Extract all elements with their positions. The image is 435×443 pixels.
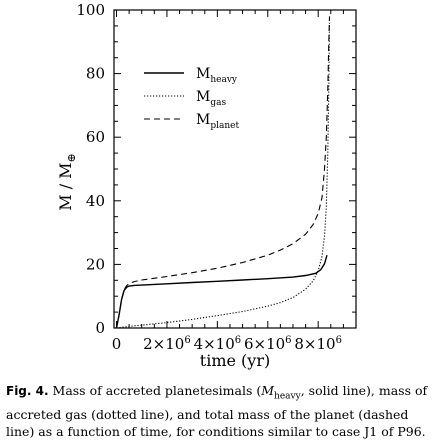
x-tick-label: 2×106 <box>143 335 191 353</box>
svg-text:M / M⊕: M / M⊕ <box>56 153 78 211</box>
x-tick-label: 8×106 <box>294 335 342 353</box>
y-axis-title-main: M / M <box>56 162 75 210</box>
caption-label: Fig. 4. <box>6 384 49 398</box>
caption-text-2: , solid line), mass of accreted gas (dot… <box>6 383 428 439</box>
y-axis-title: M / M⊕ <box>56 153 78 211</box>
legend-label-heavy: Mheavy <box>196 66 238 85</box>
x-tick-label: 6×106 <box>244 335 292 353</box>
legend-label-gas: Mgas <box>196 89 226 108</box>
y-tick-label: 0 <box>95 319 105 337</box>
data-lines <box>115 16 331 329</box>
y-tick-label: 20 <box>86 255 105 273</box>
y-tick-label: 60 <box>86 128 105 146</box>
legend-label-planet: Mplanet <box>196 112 239 131</box>
axis-tick-labels: 0 20 40 60 80 100 0 2×106 4×106 6×106 8×106 <box>76 1 342 353</box>
axis-ticks <box>114 9 357 329</box>
caption-variable: M <box>261 383 275 398</box>
series-line-planet <box>115 16 331 329</box>
x-tick-label: 4×106 <box>194 335 242 353</box>
y-tick-label: 100 <box>76 1 105 19</box>
caption-text-1: Mass of accreted planetesimals ( <box>48 383 262 398</box>
x-axis-title: time (yr) <box>200 351 270 370</box>
x-tick-label: 0 <box>112 335 122 353</box>
series-line-gas <box>116 22 331 329</box>
y-axis-title-subscript: ⊕ <box>65 153 78 162</box>
chart-plot: 0 20 40 60 80 100 0 2×106 4×106 6×106 8×106 Mheavy… <box>56 1 357 370</box>
legend: Mheavy Mgas Mplanet <box>144 66 239 131</box>
figure-caption: Fig. 4. Mass of accreted planetesimals (… <box>6 382 432 440</box>
caption-variable-subscript: heavy <box>274 391 301 402</box>
y-tick-label: 80 <box>86 65 105 83</box>
y-tick-label: 40 <box>86 192 105 210</box>
series-line-heavy <box>115 255 328 329</box>
